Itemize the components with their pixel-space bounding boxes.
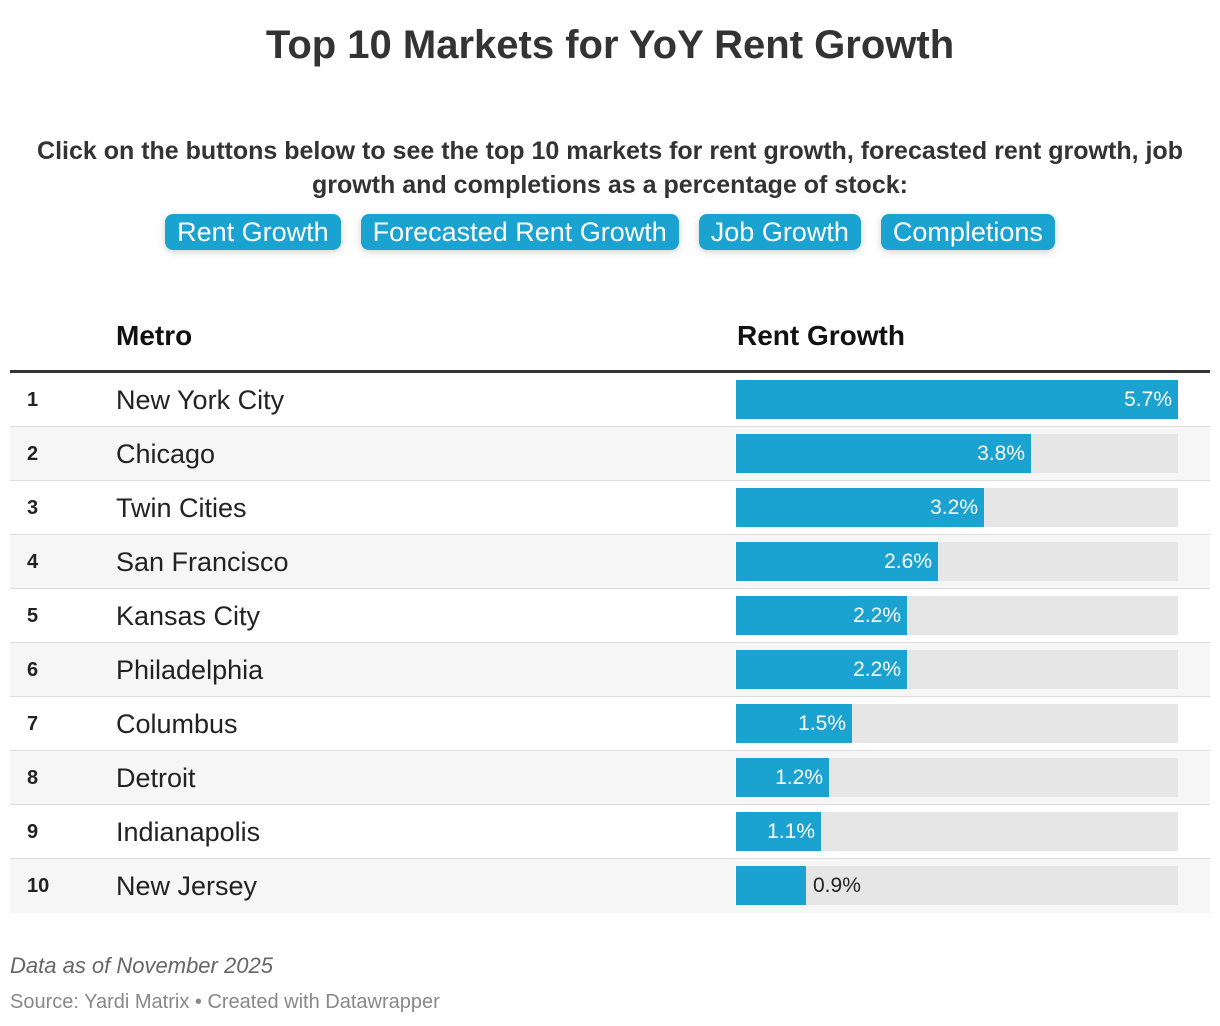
table-body: 1 New York City 5.7% 2 Chicago 3.8% 3 Twin Citi…: [10, 373, 1210, 913]
metro-column-header: Metro: [116, 320, 193, 351]
bar-value-label: 1.1%: [767, 820, 815, 843]
bar: [736, 812, 821, 851]
bar: [736, 866, 806, 905]
metro-cell: San Francisco: [116, 547, 289, 577]
chart-title: Top 10 Markets for YoY Rent Growth: [265, 23, 955, 67]
rank-cell: 9: [27, 821, 39, 843]
rank-cell: 10: [27, 875, 50, 897]
metro-cell: Twin Cities: [116, 493, 247, 523]
rank-cell: 2: [27, 443, 39, 465]
metro-cell: New Jersey: [116, 871, 258, 901]
forecasted-rent-growth-button[interactable]: Forecasted Rent Growth: [360, 214, 679, 250]
table-row: 8 Detroit 1.2%: [10, 751, 1210, 805]
bar: [736, 758, 829, 797]
bar-value-label: 3.8%: [977, 442, 1025, 465]
job-growth-button[interactable]: Job Growth: [698, 214, 861, 250]
bar-track: 0.9%: [736, 866, 1178, 905]
rank-cell: 4: [27, 551, 39, 573]
bar-value-label: 0.9%: [813, 874, 861, 897]
bar-value-label: 1.2%: [775, 766, 823, 789]
source-credit: Source: Yardi Matrix • Created with Data…: [10, 991, 440, 1013]
bar-track: 5.7%: [736, 380, 1178, 419]
table-row: 4 San Francisco 2.6%: [10, 535, 1210, 589]
bar-value-label: 2.2%: [853, 604, 901, 627]
table-row: 5 Kansas City 2.2%: [10, 589, 1210, 643]
bar-value-label: 2.2%: [853, 658, 901, 681]
table-row: 10 New Jersey 0.9%: [10, 859, 1210, 913]
table-row: 6 Philadelphia 2.2%: [10, 643, 1210, 697]
bar: [736, 650, 907, 689]
bar-value-label: 3.2%: [930, 496, 978, 519]
bar-track: 1.1%: [736, 812, 1178, 851]
metro-cell: Philadelphia: [116, 655, 264, 685]
table-row: 7 Columbus 1.5%: [10, 697, 1210, 751]
metric-button-group: Rent Growth Forecasted Rent Growth Job G…: [0, 214, 1220, 250]
metro-cell: Indianapolis: [116, 817, 261, 847]
data-date-note: Data as of November 2025: [10, 953, 273, 978]
rank-cell: 3: [27, 497, 39, 519]
intro-text: Click on the buttons below to see the to…: [37, 137, 1183, 199]
bar-track: 2.2%: [736, 650, 1178, 689]
bar: [736, 542, 938, 581]
table-row: 2 Chicago 3.8%: [10, 427, 1210, 481]
table-row: 3 Twin Cities 3.2%: [10, 481, 1210, 535]
bar-track: 2.2%: [736, 596, 1178, 635]
bar-value-label: 1.5%: [798, 712, 846, 735]
bar-track: 1.2%: [736, 758, 1178, 797]
bar-value-label: 5.7%: [1124, 388, 1172, 411]
bar-track: 3.2%: [736, 488, 1178, 527]
metro-cell: Detroit: [116, 763, 196, 793]
bar: [736, 488, 984, 527]
bar: [736, 704, 852, 743]
rank-cell: 8: [27, 767, 39, 789]
bar: [736, 380, 1178, 419]
table-row: 9 Indianapolis 1.1%: [10, 805, 1210, 859]
metro-cell: Columbus: [116, 709, 238, 739]
rank-cell: 5: [27, 605, 39, 627]
rent-growth-button[interactable]: Rent Growth: [165, 214, 341, 250]
bar-track: 2.6%: [736, 542, 1178, 581]
bar: [736, 434, 1031, 473]
metro-cell: Kansas City: [116, 601, 261, 631]
bar-track: 3.8%: [736, 434, 1178, 473]
completions-button[interactable]: Completions: [880, 214, 1055, 250]
rank-cell: 6: [27, 659, 39, 681]
bar-value-label: 2.6%: [884, 550, 932, 573]
metro-cell: New York City: [116, 385, 285, 415]
rent-growth-column-header: Rent Growth: [737, 320, 905, 351]
table-row: 1 New York City 5.7%: [10, 373, 1210, 427]
bar-track: 1.5%: [736, 704, 1178, 743]
header-divider: [10, 370, 1210, 373]
metro-cell: Chicago: [116, 439, 216, 469]
rank-cell: 1: [27, 389, 39, 411]
bar: [736, 596, 907, 635]
rank-cell: 7: [27, 713, 39, 735]
